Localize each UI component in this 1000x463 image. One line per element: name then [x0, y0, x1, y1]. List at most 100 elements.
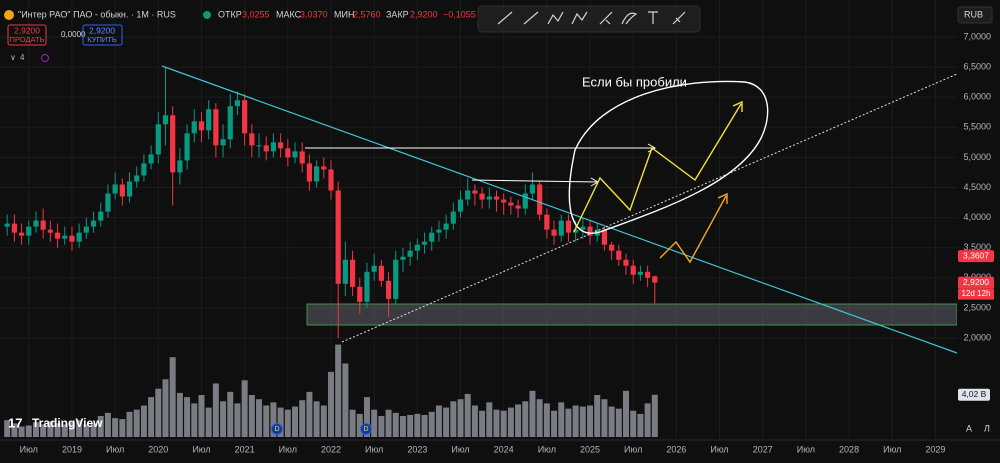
- tool-highlighter[interactable]: [621, 12, 638, 25]
- volume-bar: [112, 418, 119, 437]
- candle-body: [184, 133, 190, 161]
- candle-body: [141, 163, 147, 176]
- volume-bar: [335, 344, 342, 437]
- volume-bar: [4, 420, 11, 437]
- y-tick-label: 5,5000: [963, 122, 991, 132]
- buy-label: КУПИТЬ: [87, 35, 117, 44]
- volume-bar: [306, 391, 313, 437]
- x-tick-label: Июл: [710, 444, 728, 454]
- volume-bar: [299, 400, 306, 437]
- x-tick-label: Июл: [365, 444, 383, 454]
- candle-body: [18, 232, 25, 236]
- tool-brush[interactable]: [599, 11, 613, 25]
- volume-bar: [450, 401, 457, 437]
- spread: 0,0000: [61, 30, 86, 39]
- price-axis: [957, 0, 1000, 463]
- toolbar-icons: [497, 11, 686, 25]
- tool-polyline[interactable]: [571, 11, 588, 25]
- volume-bar: [68, 422, 75, 437]
- volume-bar: [572, 405, 579, 437]
- volume-bar: [83, 424, 90, 437]
- volume-bar: [292, 406, 299, 437]
- volume-bar: [428, 411, 435, 437]
- candle-body: [234, 100, 241, 107]
- volume-bar: [191, 403, 198, 437]
- volume-bar: [507, 407, 514, 437]
- x-tick-label: Июл: [279, 444, 297, 454]
- volume-bar: [61, 424, 68, 437]
- candle-body: [278, 142, 284, 149]
- volume-bar: [277, 407, 284, 437]
- change: −0,1055 (−3,...: [443, 9, 502, 19]
- volume-bar: [558, 402, 565, 437]
- indicators-toggle[interactable]: ∨: [10, 53, 16, 62]
- sell-label: ПРОДАТЬ: [10, 35, 45, 44]
- candle-body: [263, 145, 269, 152]
- x-tick-label: 2029: [925, 444, 945, 454]
- volume-bar: [421, 414, 428, 437]
- candle-body: [644, 271, 651, 278]
- candle-body: [393, 259, 399, 299]
- volume-bar: [363, 397, 370, 437]
- trend-line: [161, 65, 958, 354]
- candle-body: [83, 226, 89, 233]
- indicator-icon[interactable]: [41, 54, 49, 62]
- volume-bar: [212, 383, 219, 437]
- tool-text[interactable]: [648, 11, 658, 24]
- candle-body: [529, 184, 536, 194]
- candle-body: [580, 226, 586, 230]
- currency: RUB: [964, 9, 983, 19]
- candle-body: [62, 235, 68, 239]
- currency-box[interactable]: [957, 6, 993, 24]
- x-tick-label: Июл: [20, 444, 38, 454]
- volume-bar: [47, 421, 54, 437]
- candle-body: [407, 250, 413, 257]
- sell-button[interactable]: [7, 24, 47, 46]
- volume-bar: [356, 413, 363, 437]
- volume-bar: [608, 406, 615, 437]
- tool-trendline[interactable]: [497, 11, 513, 25]
- dividend-marker[interactable]: [360, 423, 372, 435]
- candle-body: [54, 232, 61, 239]
- volume-marker: [958, 388, 990, 401]
- volume-bar: [399, 416, 406, 437]
- candle-body: [306, 163, 313, 182]
- x-tick-label: Июл: [538, 444, 556, 454]
- ohlc-value: 3,0370: [300, 9, 328, 19]
- volume-bar: [522, 401, 529, 437]
- volume-bar: [256, 399, 263, 437]
- dividend-marker[interactable]: [271, 423, 283, 435]
- ohlc-value: 2,5760: [353, 9, 381, 19]
- x-tick-label: Июл: [797, 444, 815, 454]
- log-scale[interactable]: Л: [984, 423, 990, 433]
- candle-body: [385, 280, 392, 299]
- volume-bar: [378, 416, 385, 437]
- volume-bar: [371, 409, 378, 437]
- candle-body: [436, 229, 442, 233]
- volume-bar: [486, 402, 493, 437]
- x-tick-label: 2020: [148, 444, 168, 454]
- candle-body: [285, 148, 291, 158]
- tool-ray[interactable]: [523, 11, 539, 25]
- price-marker: [958, 250, 994, 263]
- volume-bar: [623, 390, 630, 437]
- logo-mark: 17: [8, 415, 22, 430]
- volume-bar: [579, 406, 586, 437]
- volume-bar: [198, 395, 205, 437]
- candle-body: [493, 196, 500, 200]
- tool-measure[interactable]: [672, 11, 686, 25]
- price-marker: [958, 276, 994, 289]
- volume-bar: [220, 401, 227, 437]
- candle-body: [349, 259, 356, 287]
- auto-scale[interactable]: A: [966, 423, 972, 433]
- candle-body: [587, 226, 593, 236]
- symbol[interactable]: "Интер РАО" ПАО - обыкн. · 1M · RUS: [18, 9, 176, 19]
- candle-body: [630, 265, 636, 275]
- volume-bar: [536, 399, 543, 437]
- volume-bar: [126, 411, 133, 437]
- tool-path[interactable]: [547, 11, 564, 25]
- volume-bar: [464, 393, 471, 437]
- logo: TradingView: [32, 416, 103, 430]
- volume-bar: [457, 399, 464, 437]
- buy-button[interactable]: [82, 24, 123, 46]
